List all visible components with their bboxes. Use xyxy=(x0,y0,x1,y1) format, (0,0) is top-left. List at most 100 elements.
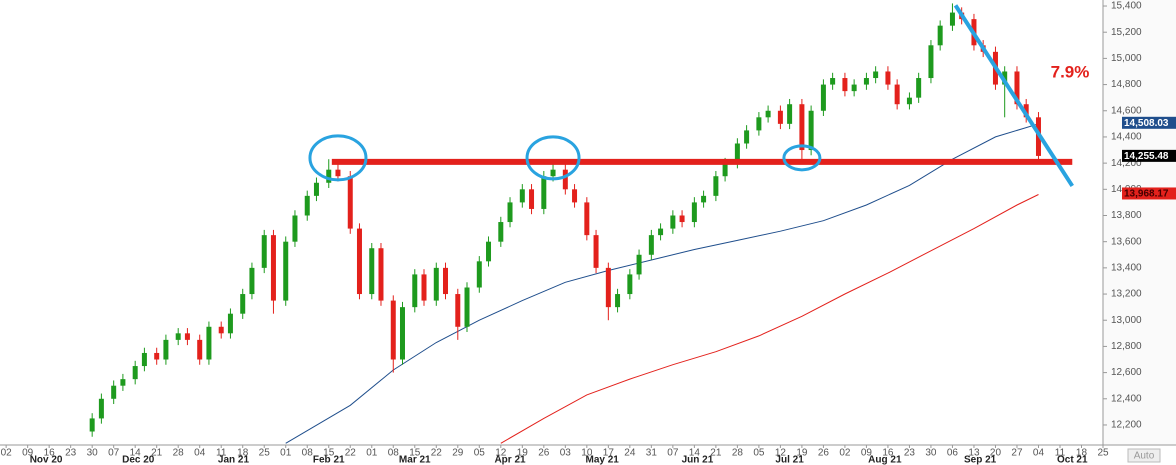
month-label: Jul 21 xyxy=(775,455,804,465)
auto-button[interactable] xyxy=(1127,448,1161,463)
highlight-circle xyxy=(308,134,368,182)
candle-body xyxy=(421,274,427,301)
x-tick-label: 23 xyxy=(65,448,77,459)
candle-body xyxy=(507,202,513,223)
x-tick-label: 05 xyxy=(753,448,765,459)
month-label: Jun 21 xyxy=(682,455,714,465)
candle-body xyxy=(572,189,578,203)
x-tick-label: 19 xyxy=(517,448,529,459)
candle-body xyxy=(89,418,95,432)
candle-body xyxy=(175,333,181,340)
candle-body xyxy=(916,78,922,98)
candle-body xyxy=(851,84,857,92)
x-tick-label: 30 xyxy=(925,448,937,459)
candle-body xyxy=(270,235,276,301)
candle-body xyxy=(519,189,525,203)
candle-body xyxy=(842,78,848,92)
x-tick-label: 04 xyxy=(1033,448,1045,459)
x-tick-label: 23 xyxy=(904,448,916,459)
candle-body xyxy=(378,248,384,301)
candle-body xyxy=(799,104,805,151)
candle-body xyxy=(443,267,449,295)
last-value-label: 13,968.17 xyxy=(1124,189,1169,200)
candle-body xyxy=(937,25,943,46)
candle-body xyxy=(648,235,654,255)
x-tick-label: 11 xyxy=(216,448,227,459)
last-value-box xyxy=(1122,116,1176,129)
candle-body xyxy=(464,287,470,327)
candle-body xyxy=(1014,71,1020,105)
candle-body xyxy=(873,71,879,79)
x-tick-label: 18 xyxy=(1076,448,1088,459)
candle-body xyxy=(593,235,599,268)
y-tick-label: 12,400 xyxy=(1111,393,1142,404)
candle-body xyxy=(197,339,203,360)
candle-body xyxy=(111,385,117,399)
candle-body xyxy=(141,352,147,367)
y-tick-label: 14,200 xyxy=(1111,158,1142,169)
annotation: 7.9% xyxy=(1051,62,1090,81)
trend-line xyxy=(953,4,1074,187)
x-tick-label: 02 xyxy=(839,448,851,459)
candle-body xyxy=(928,45,934,79)
last-value-label: 14,508.03 xyxy=(1124,118,1169,129)
candle-body xyxy=(863,78,869,85)
auto-button-label[interactable]: Auto xyxy=(1134,451,1155,462)
candle-body xyxy=(347,176,353,229)
candle-body xyxy=(949,12,955,26)
y-tick-label: 15,200 xyxy=(1111,27,1142,38)
x-tick-label: 21 xyxy=(151,448,163,459)
candle-body xyxy=(335,169,341,177)
x-tick-label: 22 xyxy=(345,448,357,459)
candle-body xyxy=(120,379,126,386)
y-tick-label: 14,800 xyxy=(1111,79,1142,90)
candle-body xyxy=(261,235,267,268)
x-tick-label: 02 xyxy=(1,448,13,459)
x-tick-label: 01 xyxy=(366,448,378,459)
x-tick-label: 08 xyxy=(302,448,314,459)
moving-average xyxy=(285,123,1039,444)
candle-body xyxy=(476,261,482,288)
candle-body xyxy=(605,267,611,308)
candle-body xyxy=(615,294,621,308)
x-tick-label: 30 xyxy=(87,448,99,459)
x-tick-label: 20 xyxy=(990,448,1002,459)
candle-body xyxy=(304,195,310,216)
candle-body xyxy=(455,294,461,327)
x-tick-label: 14 xyxy=(130,448,142,459)
candle-body xyxy=(701,195,707,203)
candle-body xyxy=(184,333,190,340)
y-tick-label: 13,200 xyxy=(1111,289,1142,300)
candle-body xyxy=(820,84,826,111)
x-tick-label: 09 xyxy=(861,448,873,459)
last-value-label: 14,255.48 xyxy=(1124,151,1169,162)
candle-body xyxy=(658,228,664,236)
candle-body xyxy=(885,71,891,85)
highlight-circle xyxy=(525,135,581,181)
candle-body xyxy=(787,104,793,124)
candle-body xyxy=(313,182,319,196)
y-tick-label: 15,000 xyxy=(1111,53,1142,64)
x-tick-label: 19 xyxy=(796,448,808,459)
candle-body xyxy=(529,189,535,209)
candle-body xyxy=(756,117,762,131)
last-value-box xyxy=(1122,187,1176,200)
candle-body xyxy=(227,313,233,334)
month-label: Feb 21 xyxy=(313,455,345,465)
x-tick-label: 07 xyxy=(108,448,120,459)
month-label: Mar 21 xyxy=(399,455,431,465)
y-tick-label: 13,400 xyxy=(1111,263,1142,274)
candle-body xyxy=(894,84,900,105)
candle-body xyxy=(1023,104,1029,118)
candle-body xyxy=(550,169,556,177)
moving-average xyxy=(500,194,1039,444)
candle-body xyxy=(356,228,362,295)
x-tick-label: 24 xyxy=(624,448,636,459)
month-label: Aug 21 xyxy=(868,455,902,465)
candle-body xyxy=(433,267,439,301)
candle-body xyxy=(486,241,492,262)
candle-body xyxy=(163,339,169,360)
y-tick-label: 13,800 xyxy=(1111,210,1142,221)
last-value-box xyxy=(1122,149,1176,162)
x-tick-label: 15 xyxy=(409,448,421,459)
